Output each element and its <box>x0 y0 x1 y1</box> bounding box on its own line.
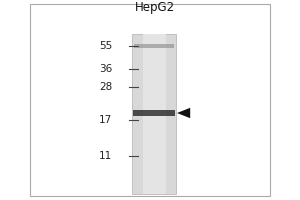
Text: 17: 17 <box>99 115 112 125</box>
Bar <box>133 110 175 116</box>
FancyBboxPatch shape <box>30 4 270 196</box>
Bar <box>142 34 167 194</box>
Text: 11: 11 <box>99 151 112 161</box>
Bar <box>134 44 174 48</box>
Polygon shape <box>177 108 190 118</box>
Text: 55: 55 <box>99 41 112 51</box>
Text: 28: 28 <box>99 82 112 92</box>
Bar <box>132 34 176 194</box>
Text: 36: 36 <box>99 64 112 74</box>
Text: HepG2: HepG2 <box>134 1 175 14</box>
